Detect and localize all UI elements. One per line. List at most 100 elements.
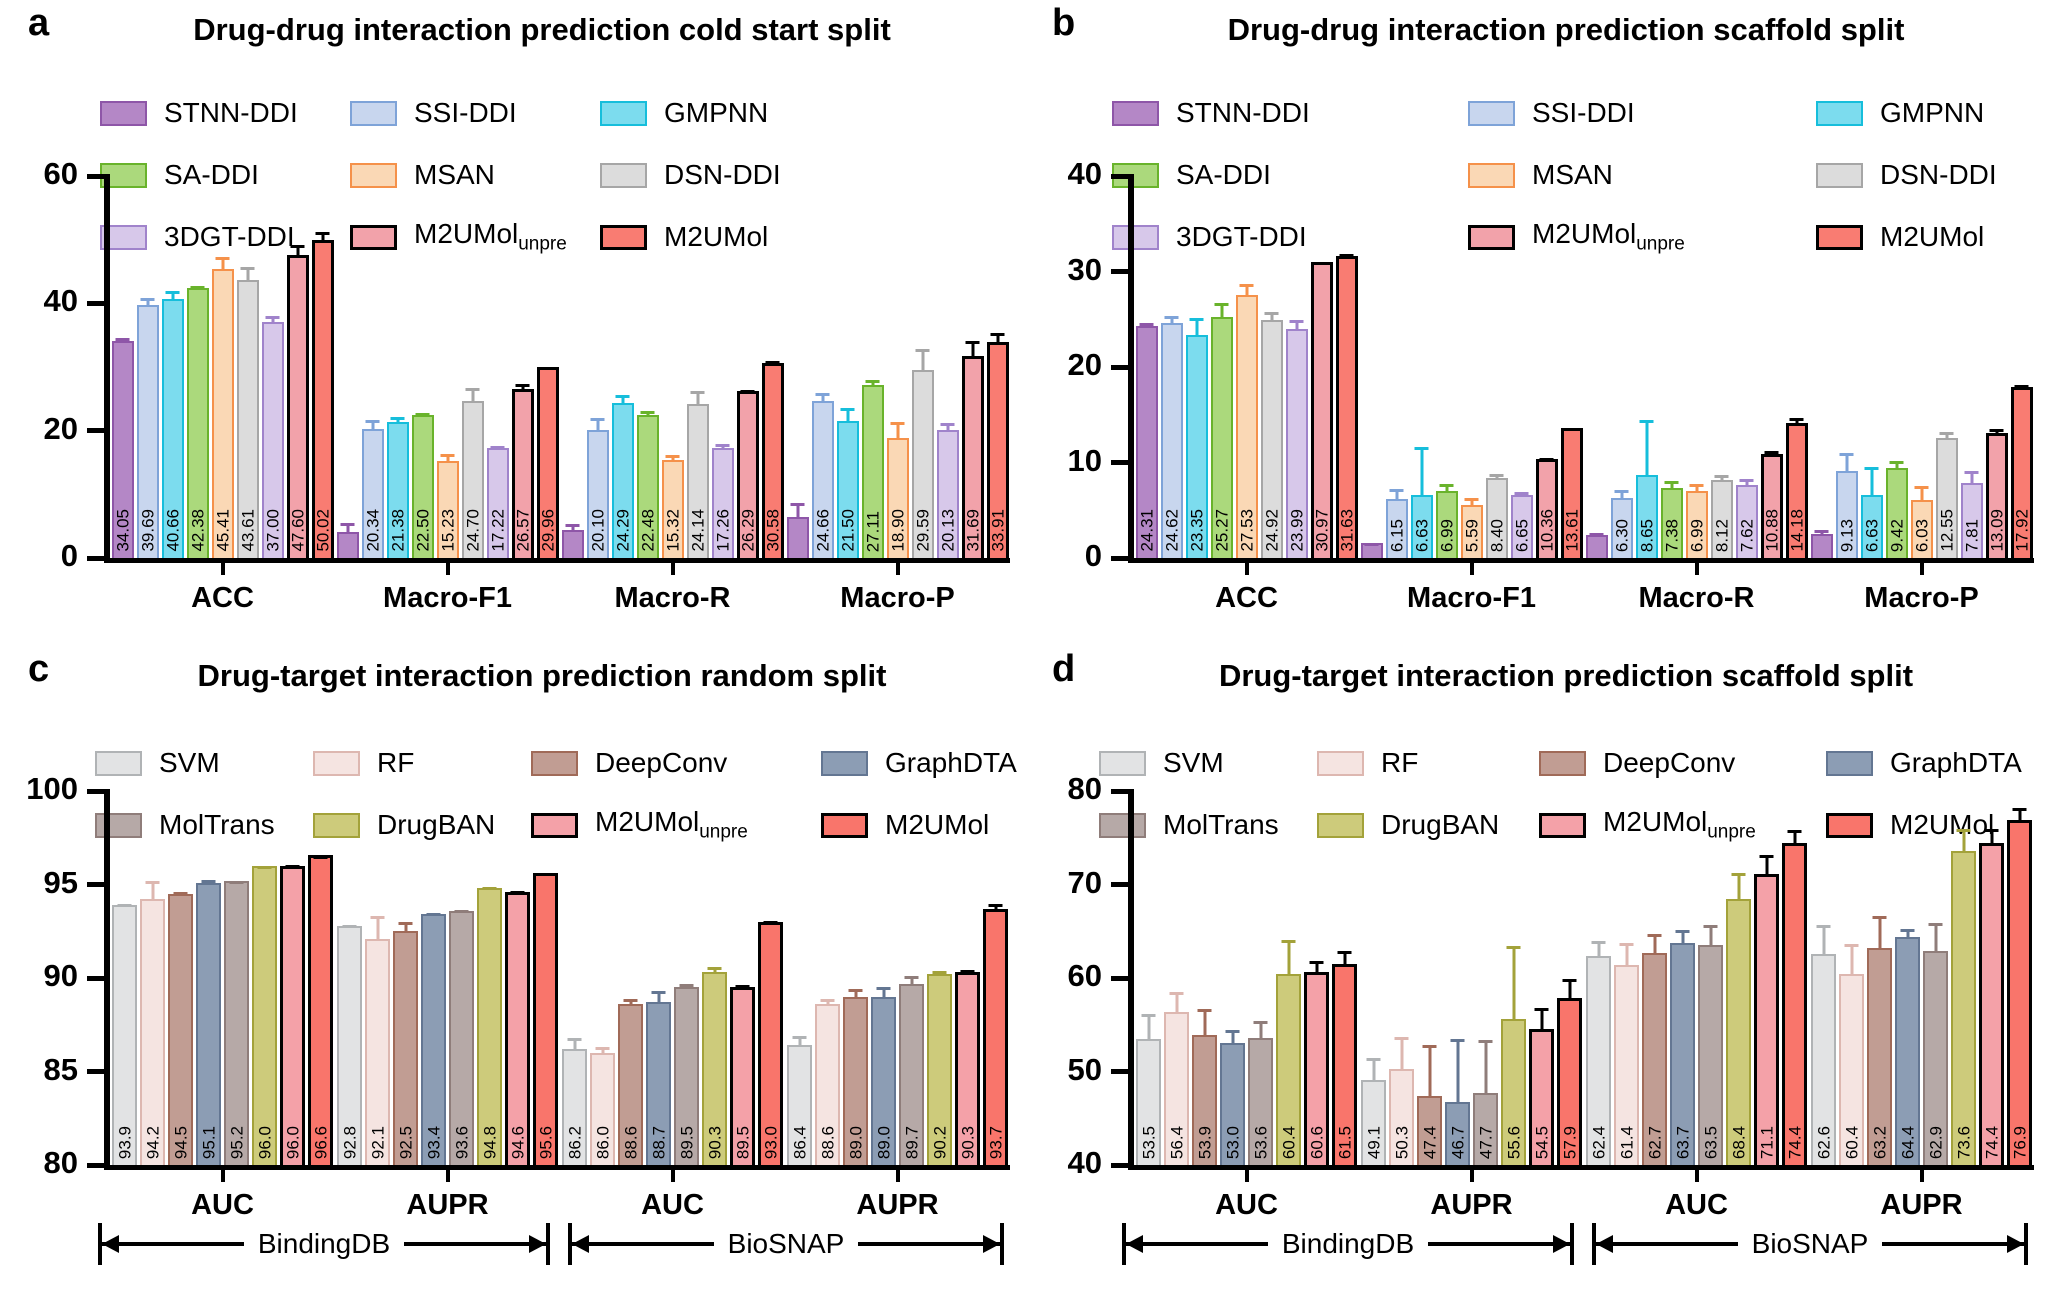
group-acc-0: 34.05 39.69 40.66 42.38 45.41 43.61 37.00 47.60… — [110, 176, 335, 614]
legend-swatch-msan — [1468, 162, 1515, 188]
bar-value-label: 26.29 — [738, 509, 757, 552]
bar-value-label: 24.70 — [463, 509, 482, 552]
y-axis-tick — [1111, 882, 1128, 887]
error-bar — [1370, 542, 1373, 545]
bar-value-label: 57.9 — [1560, 1125, 1579, 1159]
bar-drugban-aupr-1: 94.8 — [477, 886, 502, 1165]
bar-value-label: 46.7 — [1448, 1125, 1467, 1159]
error-bar — [1597, 940, 1600, 958]
bar-stnn-ddi-macro-p-3 — [786, 502, 809, 558]
error-bar — [1570, 428, 1573, 432]
bar-value-label: 20.10 — [588, 509, 607, 552]
bar-value-label: 93.7 — [986, 1125, 1005, 1159]
bar-value-label: 8.40 — [1487, 518, 1506, 552]
panel-b: b Drug-drug interaction prediction scaff… — [1024, 0, 2048, 645]
bar-drugban-auc-0: 96.0 — [252, 865, 277, 1165]
bar-value-label: 15.23 — [438, 509, 457, 552]
bar-value-label: 55.6 — [1504, 1125, 1523, 1159]
bar-value-label: 24.66 — [813, 509, 832, 552]
bar-gmpnn-macro-r-2: 8.65 — [1635, 420, 1658, 558]
bar-m2umol-unpre-aupr-1: 94.6 — [505, 891, 530, 1165]
plot-area-b: 0 10 20 30 40 24.31 24.62 23.35 25.27 27.53 24.92 2… — [1068, 158, 2034, 614]
bar-value-label: 95.1 — [199, 1125, 218, 1159]
group-acc-0: 24.31 24.62 23.35 25.27 27.53 24.92 23.99 30.97… — [1134, 176, 1359, 614]
error-bar — [966, 969, 969, 976]
error-bar — [746, 389, 749, 394]
legend-swatch-3dgt-ddi — [1112, 224, 1159, 250]
bar-value-label: 96.0 — [283, 1125, 302, 1159]
error-bar — [1793, 830, 1796, 847]
panel-title-b: Drug-drug interaction prediction scaffol… — [1227, 12, 1905, 47]
error-bar — [146, 298, 149, 308]
legend-item-m2umol-unpre: M2UMolunpre — [1539, 806, 1826, 844]
y-axis-line — [1128, 174, 1134, 558]
bar-value-label: 15.32 — [663, 509, 682, 552]
bar-value-label: 93.4 — [424, 1125, 443, 1159]
bar-value-label: 47.60 — [288, 509, 307, 552]
error-bar — [769, 921, 772, 925]
bar-msan-macro-f1-1: 5.59 — [1460, 498, 1483, 558]
legend-b: STNN-DDI SA-DDI 3DGT-DDI SSI-DDI MSAN M2UMolu… — [1112, 82, 1997, 268]
bar-deepconv-auc-0: 94.5 — [168, 892, 193, 1165]
error-bar — [348, 924, 351, 928]
x-axis-group-label: AUC — [1665, 1189, 1728, 1221]
legend-swatch-stnn-ddi — [1112, 100, 1159, 126]
bar-groups: 53.5 56.4 53.9 53.0 53.6 60.4 60.6 61.5 AUC 49.1 5… — [1134, 791, 2034, 1221]
legend-item-ssi-ddi: SSI-DDI — [350, 97, 600, 129]
bar-value-label: 61.4 — [1617, 1125, 1636, 1159]
y-axis-tick — [1111, 555, 1128, 561]
error-bar — [151, 880, 154, 902]
x-axis-group-tick — [1694, 562, 1699, 575]
bar-value-label: 9.42 — [1887, 518, 1906, 552]
legend-swatch-deepconv — [531, 750, 578, 776]
error-bar — [221, 256, 224, 271]
bar-value-label: 8.65 — [1637, 518, 1656, 552]
bracket-right-arrow-line — [1428, 1235, 1570, 1253]
bracket-right-cap — [1000, 1223, 1004, 1265]
group-macro-f1-1: 20.34 21.38 22.50 15.23 24.70 17.22 26.57 29.96… — [335, 176, 560, 614]
legend-label-svm: SVM — [159, 747, 220, 778]
error-bar — [1540, 1008, 1543, 1033]
error-bar — [521, 383, 524, 392]
error-bar — [460, 909, 463, 913]
bar-m2umol-aupr-3: 76.9 — [2007, 808, 2032, 1165]
error-bar — [596, 418, 599, 433]
x-axis-group-tick — [220, 562, 225, 575]
legend-label-m2umol-unpre: M2UMolunpre — [1603, 806, 1756, 843]
error-bar — [1484, 1039, 1487, 1096]
legend-item-m2umol: M2UMol — [1826, 809, 2022, 841]
bar-value-label: 61.5 — [1335, 1125, 1354, 1159]
bar-3dgt-ddi-acc-0: 37.00 — [261, 316, 284, 558]
legend-item-m2umol-unpre: M2UMolunpre — [350, 218, 600, 256]
bar-value-label: 93.0 — [761, 1125, 780, 1159]
bar-value-label: 50.02 — [313, 509, 332, 552]
bar-value-label: 6.63 — [1862, 518, 1881, 552]
group-macro-p-3: 9.13 6.63 9.42 6.03 12.55 7.81 13.09 17.92 Macro… — [1809, 176, 2034, 614]
error-bar — [207, 879, 210, 885]
legend-label-m2umol-unpre: M2UMolunpre — [595, 806, 748, 843]
bar-value-label: 27.53 — [1237, 509, 1256, 552]
legend-item-deepconv: DeepConv — [531, 747, 821, 779]
bar-value-label: 60.6 — [1307, 1125, 1326, 1159]
error-bar — [696, 391, 699, 407]
bar-svm-aupr-1: 49.1 — [1361, 1057, 1386, 1165]
error-bar — [446, 453, 449, 464]
bar-3dgt-ddi-macro-p-3: 20.13 — [936, 422, 959, 558]
error-bar — [1147, 1013, 1150, 1041]
bracket-left-arrow-line — [102, 1235, 244, 1253]
bar-value-label: 73.6 — [1954, 1125, 1973, 1159]
legend-label-m2umol: M2UMol — [1890, 809, 1995, 840]
bar-groups: 24.31 24.62 23.35 25.27 27.53 24.92 23.99 30.97… — [1134, 176, 2034, 614]
group-macro-p-3: 24.66 21.50 27.11 18.90 29.59 20.13 31.69 33.91… — [785, 176, 1010, 614]
bar-value-label: 7.38 — [1662, 518, 1681, 552]
bar-value-label: 5.59 — [1462, 518, 1481, 552]
legend-item-stnn-ddi: STNN-DDI — [1112, 97, 1468, 129]
error-bar — [544, 872, 547, 877]
error-bar — [821, 393, 824, 403]
error-bar — [471, 388, 474, 403]
bracket-left-arrow-line — [1596, 1235, 1738, 1253]
bar-ssi-ddi-macro-f1-1: 6.15 — [1385, 488, 1408, 558]
bar-moltrans-aupr-1: 93.6 — [449, 909, 474, 1165]
x-axis-group-label: ACC — [191, 582, 254, 614]
bar-sa-ddi-macro-r-2: 7.38 — [1660, 480, 1683, 558]
